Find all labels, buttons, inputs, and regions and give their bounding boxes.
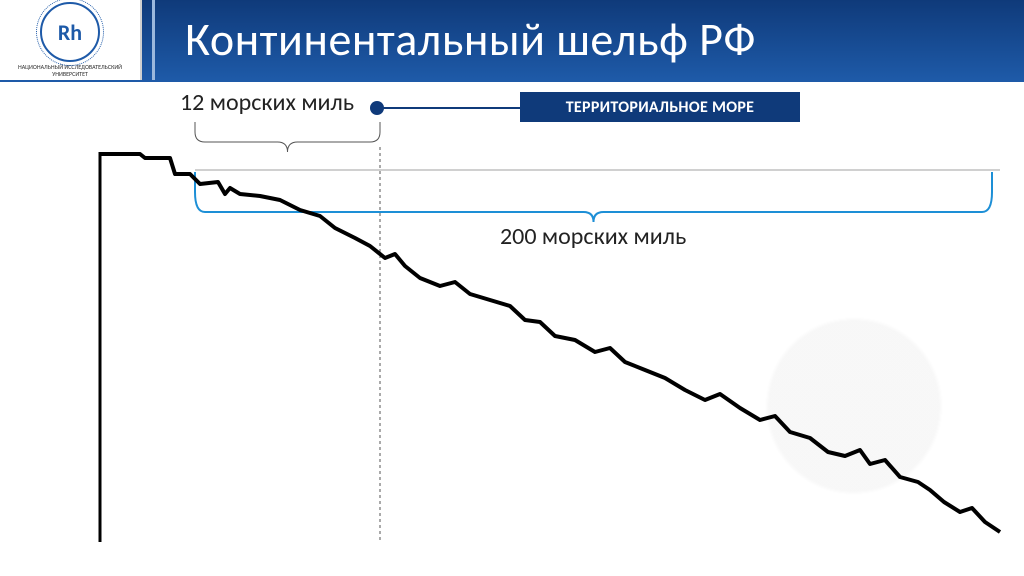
header: Rh НАЦИОНАЛЬНЫЙ ИССЛЕДОВАТЕЛЬСКИЙ УНИВЕР… <box>0 0 1024 80</box>
seabed-profile <box>100 154 1000 532</box>
shelf-diagram-svg <box>0 82 1024 576</box>
brace-12-miles <box>195 122 380 152</box>
diagram-area: 12 морских миль ТЕРРИТОРИАЛЬНОЕ МОРЕ 200… <box>0 80 1024 576</box>
page-title: Континентальный шельф РФ <box>152 0 756 80</box>
logo-area: Rh НАЦИОНАЛЬНЫЙ ИССЛЕДОВАТЕЛЬСКИЙ УНИВЕР… <box>0 0 142 80</box>
hse-logo-icon: Rh <box>40 2 100 62</box>
logo-subtext: НАЦИОНАЛЬНЫЙ ИССЛЕДОВАТЕЛЬСКИЙ УНИВЕРСИТ… <box>0 64 140 77</box>
